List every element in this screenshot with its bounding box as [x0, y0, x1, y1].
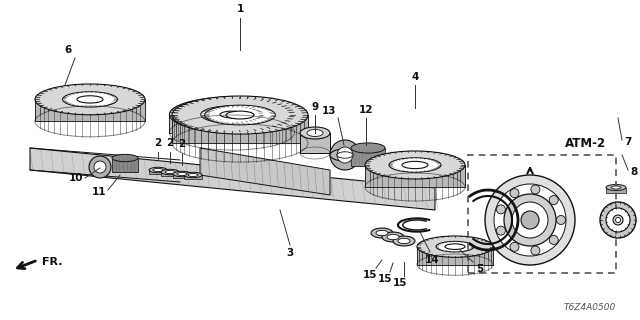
Polygon shape: [184, 175, 202, 179]
Ellipse shape: [351, 143, 385, 153]
Text: 12: 12: [359, 105, 373, 115]
Text: 1: 1: [236, 4, 244, 14]
Circle shape: [497, 226, 506, 235]
Ellipse shape: [402, 161, 428, 169]
Ellipse shape: [436, 241, 474, 252]
Text: 8: 8: [630, 167, 637, 177]
Text: 2: 2: [166, 138, 173, 148]
Ellipse shape: [153, 169, 163, 172]
Circle shape: [504, 194, 556, 246]
Ellipse shape: [606, 185, 626, 190]
Polygon shape: [172, 115, 308, 143]
Ellipse shape: [172, 96, 308, 134]
Ellipse shape: [387, 234, 399, 240]
Circle shape: [330, 140, 360, 170]
Circle shape: [613, 215, 623, 225]
Ellipse shape: [220, 111, 244, 118]
Ellipse shape: [337, 152, 353, 158]
Ellipse shape: [417, 236, 493, 257]
Ellipse shape: [330, 149, 360, 161]
Ellipse shape: [398, 238, 410, 244]
Circle shape: [89, 156, 111, 178]
Text: FR.: FR.: [42, 257, 63, 267]
Polygon shape: [606, 188, 626, 193]
Polygon shape: [149, 170, 167, 174]
Polygon shape: [161, 172, 179, 176]
Polygon shape: [351, 148, 385, 166]
Ellipse shape: [307, 130, 323, 137]
Ellipse shape: [365, 151, 465, 179]
Text: 13: 13: [321, 106, 336, 116]
Ellipse shape: [35, 84, 145, 115]
Text: 9: 9: [312, 102, 319, 112]
Ellipse shape: [173, 171, 191, 177]
Circle shape: [557, 215, 566, 225]
Ellipse shape: [184, 172, 202, 178]
Text: ATM-2: ATM-2: [565, 137, 606, 150]
Polygon shape: [417, 247, 493, 265]
Circle shape: [497, 205, 506, 214]
Ellipse shape: [177, 172, 187, 175]
Ellipse shape: [161, 169, 179, 175]
Circle shape: [337, 147, 353, 163]
Polygon shape: [35, 100, 145, 121]
Text: T6Z4A0500: T6Z4A0500: [564, 303, 616, 312]
Ellipse shape: [188, 173, 198, 177]
Text: 2: 2: [154, 138, 162, 148]
Ellipse shape: [226, 111, 254, 119]
Ellipse shape: [170, 97, 294, 132]
Ellipse shape: [77, 96, 103, 103]
Ellipse shape: [205, 105, 275, 125]
Circle shape: [549, 196, 558, 204]
Ellipse shape: [201, 106, 263, 123]
Text: 4: 4: [412, 72, 419, 82]
Text: 2: 2: [179, 139, 186, 149]
Ellipse shape: [149, 167, 167, 173]
Circle shape: [600, 202, 636, 238]
Ellipse shape: [376, 230, 388, 236]
Ellipse shape: [112, 154, 138, 162]
Polygon shape: [365, 165, 465, 187]
Circle shape: [510, 242, 519, 251]
Text: 14: 14: [425, 255, 439, 265]
Polygon shape: [173, 174, 191, 178]
Ellipse shape: [300, 127, 330, 139]
Circle shape: [510, 189, 519, 198]
Circle shape: [606, 208, 630, 232]
Ellipse shape: [445, 244, 465, 250]
Text: 7: 7: [624, 137, 632, 147]
Polygon shape: [112, 158, 138, 172]
Ellipse shape: [165, 171, 175, 173]
Polygon shape: [30, 148, 435, 210]
Text: 6: 6: [65, 45, 72, 55]
Text: 10: 10: [68, 173, 83, 183]
Ellipse shape: [389, 158, 441, 172]
Circle shape: [512, 202, 548, 238]
Circle shape: [531, 185, 540, 194]
Circle shape: [521, 211, 539, 229]
Ellipse shape: [63, 92, 118, 107]
Text: 3: 3: [286, 248, 294, 258]
Text: 5: 5: [476, 264, 483, 274]
Polygon shape: [200, 148, 330, 195]
Ellipse shape: [393, 236, 415, 246]
Ellipse shape: [371, 228, 393, 238]
Circle shape: [616, 218, 621, 222]
Bar: [468, 155, 616, 273]
Ellipse shape: [611, 186, 621, 189]
Circle shape: [549, 236, 558, 244]
Polygon shape: [170, 115, 294, 132]
Circle shape: [494, 184, 566, 256]
Text: 15: 15: [378, 274, 392, 284]
Circle shape: [94, 161, 106, 173]
Text: 15: 15: [393, 278, 407, 288]
Polygon shape: [300, 133, 330, 153]
Circle shape: [485, 175, 575, 265]
Text: 15: 15: [363, 270, 377, 280]
Ellipse shape: [382, 232, 404, 242]
Circle shape: [531, 246, 540, 255]
Text: 11: 11: [92, 187, 106, 197]
